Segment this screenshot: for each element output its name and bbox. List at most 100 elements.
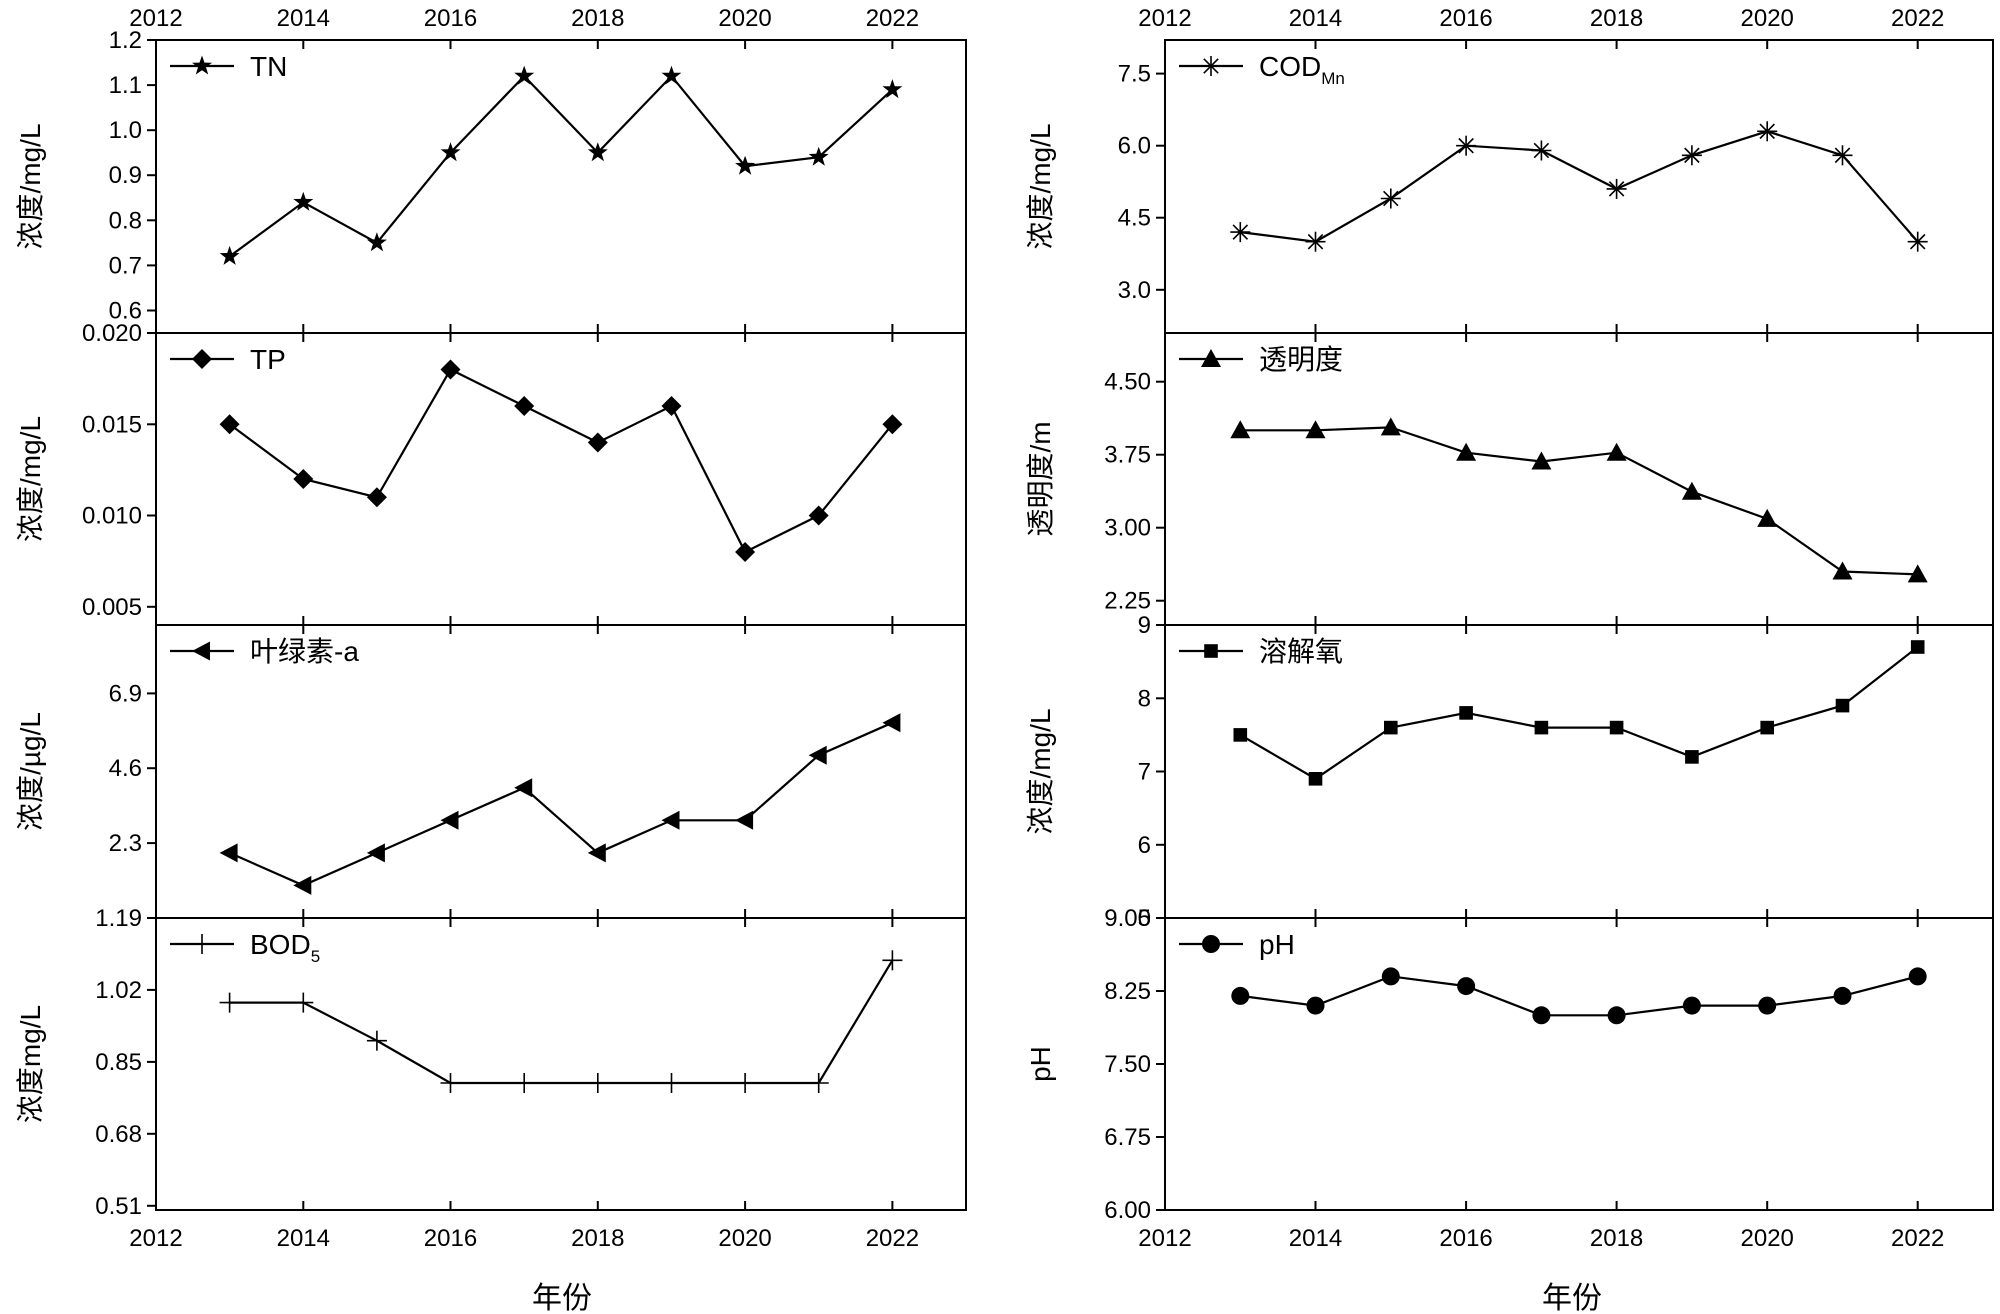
chart-tp-point — [219, 414, 240, 435]
chart-chla-y-axis-label: 浓度/µg/L — [15, 712, 46, 831]
chart-tn-x-tick-label-top: 2020 — [718, 5, 771, 32]
chart-do-point — [1233, 728, 1248, 742]
star-marker-shape — [661, 65, 682, 85]
diamond-marker-shape — [293, 469, 314, 489]
diamond-marker-shape — [587, 432, 608, 453]
chart-tn-point — [808, 146, 829, 166]
chart-transparency-point — [1305, 420, 1326, 439]
star-marker-shape — [366, 232, 387, 252]
triangle-up-marker-shape — [1305, 420, 1326, 439]
asterisk-marker-d2 — [1383, 190, 1399, 207]
chart-bod5-point — [882, 950, 903, 971]
asterisk-marker-d2 — [1232, 224, 1249, 240]
chart-bod5-x-tick-label: 2018 — [571, 1225, 624, 1252]
circle-marker-shape — [1682, 996, 1701, 1015]
chart-tn-point — [661, 65, 682, 85]
chart-tn-point — [293, 191, 314, 211]
chart-tn-series-line — [228, 74, 894, 258]
chart-do-legend-text: 溶解氧 — [1259, 636, 1343, 667]
chart-codmn-point — [1531, 140, 1552, 161]
square-marker-shape — [1459, 706, 1473, 720]
chart-do-point — [1835, 698, 1850, 713]
chart-codmn-x-tick-label-top: 2018 — [1590, 5, 1643, 32]
chart-codmn-x-tick-label-top: 2014 — [1289, 5, 1342, 32]
chart-chla-panel: 2.3 4.6 6.9 浓度/µg/L 叶绿素-a — [15, 624, 967, 919]
chart-do-y-tick-label: 9 — [1138, 612, 1151, 639]
diamond-marker-shape — [440, 359, 461, 380]
triangle-left-marker-shape — [587, 843, 606, 863]
chart-do-legend-marker — [1204, 644, 1218, 658]
diamond-marker-shape — [192, 349, 212, 369]
square-marker-shape — [1233, 728, 1248, 742]
chart-ph-x-tick-label: 2018 — [1590, 1225, 1643, 1252]
chart-codmn-x-tick-label-top: 2020 — [1741, 5, 1794, 32]
chart-tp-legend-marker — [192, 349, 212, 369]
triangle-up-marker-shape — [1456, 442, 1477, 461]
asterisk-marker-d2 — [1458, 137, 1474, 154]
chart-bod5-x-tick-label: 2012 — [129, 1225, 182, 1252]
chart-chla-y-tick-label: 6.9 — [109, 680, 142, 707]
star-marker-shape — [192, 55, 212, 75]
chart-tn-legend-marker — [192, 55, 212, 75]
chart-transparency-legend-text: 透明度 — [1259, 344, 1343, 375]
triangle-up-marker-shape — [1832, 561, 1853, 580]
chart-tp-series-line — [228, 368, 894, 554]
chart-chla-legend-marker — [192, 641, 210, 661]
chart-do-frame — [1164, 624, 1994, 919]
chart-ph-series-line — [1240, 975, 1918, 1017]
square-marker-shape — [1384, 720, 1398, 735]
chart-tp-point — [882, 414, 903, 435]
chart-transparency-y-tick-label: 2.25 — [1104, 588, 1151, 615]
chart-tp-y-tick-label: 0.020 — [82, 320, 142, 347]
chart-ph-legend-marker — [1202, 935, 1220, 953]
chart-bod5-point — [587, 1073, 608, 1093]
chart-transparency-point — [1681, 481, 1702, 500]
chart-do-y-axis-label: 浓度/mg/L — [1025, 708, 1056, 834]
square-marker-shape — [1204, 644, 1218, 658]
chart-ph-frame — [1164, 917, 1994, 1211]
chart-transparency-panel: 2.25 3.00 3.75 4.50 透明度/m 透明度 — [1025, 332, 1994, 626]
square-marker-shape — [1910, 640, 1925, 654]
chart-do-y-tick-label: 7 — [1138, 759, 1151, 786]
circle-marker-shape — [1532, 1006, 1551, 1025]
chart-chla-point — [219, 843, 238, 863]
circle-marker-shape — [1607, 1006, 1626, 1025]
diamond-marker-shape — [808, 505, 829, 526]
chart-transparency-y-tick-label: 3.75 — [1104, 442, 1151, 469]
chart-transparency-y-tick-label: 3.00 — [1104, 515, 1151, 542]
triangle-left-marker-shape — [882, 713, 901, 733]
circle-marker-shape — [1306, 996, 1325, 1015]
chart-bod5-point — [219, 992, 240, 1013]
chart-transparency-series-line — [1240, 426, 1918, 576]
chart-transparency-legend-marker — [1201, 349, 1221, 367]
star-marker-shape — [219, 245, 240, 265]
chart-ph-point — [1532, 1006, 1551, 1025]
chart-chla-point — [661, 810, 680, 830]
chart-do-point — [1609, 720, 1624, 735]
triangle-up-marker-shape — [1681, 481, 1702, 500]
chart-codmn-point — [1305, 231, 1326, 252]
chart-ph-y-tick-label: 9.00 — [1104, 905, 1151, 932]
chart-bod5-frame — [155, 917, 967, 1211]
chart-bod5-y-tick-label: 0.51 — [95, 1193, 142, 1220]
chart-tn-y-tick-label: 1.0 — [109, 117, 142, 144]
chart-codmn-point — [1681, 145, 1702, 166]
chart-bod5-x-tick-label: 2016 — [424, 1225, 477, 1252]
diamond-marker-shape — [366, 487, 387, 508]
chart-tn-x-tick-label-top: 2018 — [571, 5, 624, 32]
diamond-marker-shape — [514, 396, 535, 416]
chart-tn-point — [587, 142, 608, 162]
chart-ph-y-axis-label: pH — [1025, 1046, 1056, 1082]
chart-do-point — [1685, 750, 1699, 764]
diamond-marker-shape — [882, 414, 903, 435]
chart-do-point — [1384, 720, 1398, 735]
chart-ph-x-tick-label: 2014 — [1289, 1225, 1342, 1252]
chart-tp-y-tick-label: 0.010 — [82, 503, 142, 530]
diamond-marker-shape — [661, 396, 682, 416]
chart-tp-point — [587, 432, 608, 453]
chart-ph-point — [1306, 996, 1325, 1015]
chart-codmn-x-tick-label-top: 2012 — [1138, 5, 1191, 32]
chart-ph-point — [1607, 1006, 1626, 1025]
chart-chla-y-tick-label: 2.3 — [109, 830, 142, 857]
chart-tn-y-tick-label: 0.6 — [109, 298, 142, 325]
